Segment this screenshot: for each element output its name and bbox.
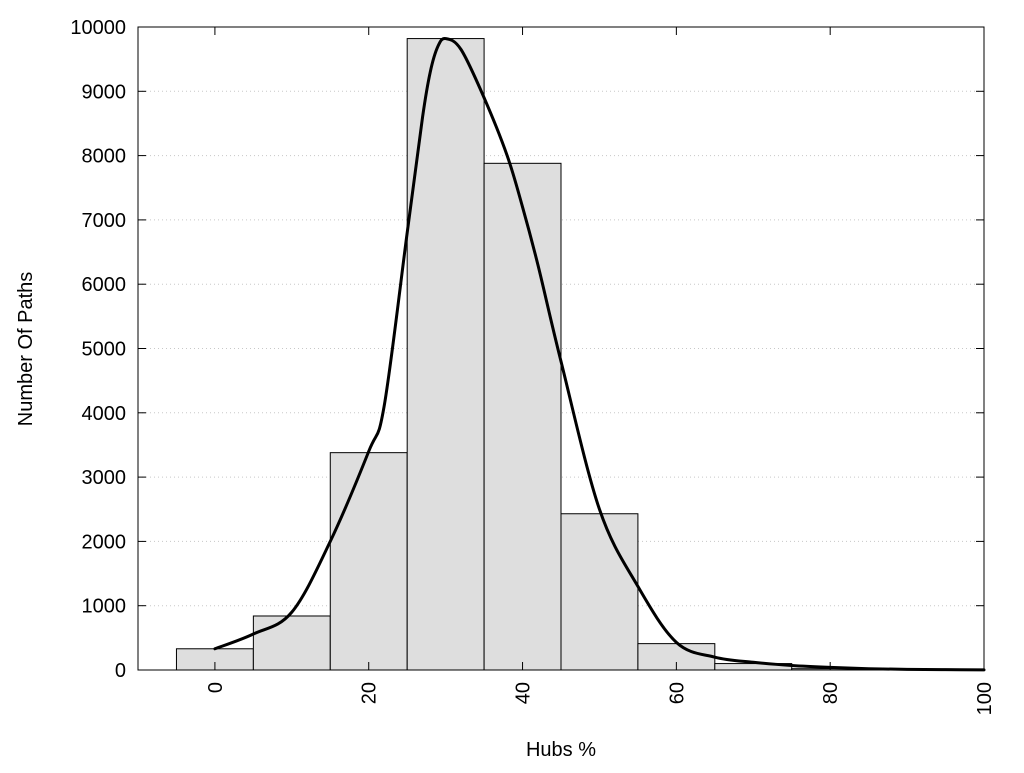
y-tick-label: 3000 <box>82 467 127 489</box>
histogram-bar <box>253 616 330 670</box>
y-axis-title: Number Of Paths <box>15 272 37 427</box>
x-tick-label: 40 <box>513 682 535 704</box>
y-tick-label: 8000 <box>82 146 127 168</box>
y-tick-label: 1000 <box>82 596 127 618</box>
histogram-bar <box>484 163 561 670</box>
y-tick-label: 4000 <box>82 403 127 425</box>
histogram-bar <box>561 514 638 670</box>
x-tick-label: 60 <box>666 682 688 704</box>
y-tick-label: 7000 <box>82 210 127 232</box>
y-tick-label: 10000 <box>70 17 126 39</box>
y-tick-label: 2000 <box>82 531 127 553</box>
bars-layer <box>176 39 984 670</box>
x-tick-label: 20 <box>359 682 381 704</box>
y-tick-label: 9000 <box>82 81 127 103</box>
x-axis-title: Hubs % <box>526 739 596 761</box>
x-tick-label: 100 <box>974 682 996 715</box>
y-tick-label: 5000 <box>82 339 127 361</box>
histogram-bar <box>330 453 407 670</box>
x-tick-label: 80 <box>820 682 842 704</box>
x-tick-label: 0 <box>205 682 227 693</box>
y-tick-label: 6000 <box>82 274 127 296</box>
histogram-bar <box>407 39 484 670</box>
y-tick-label: 0 <box>115 660 126 682</box>
